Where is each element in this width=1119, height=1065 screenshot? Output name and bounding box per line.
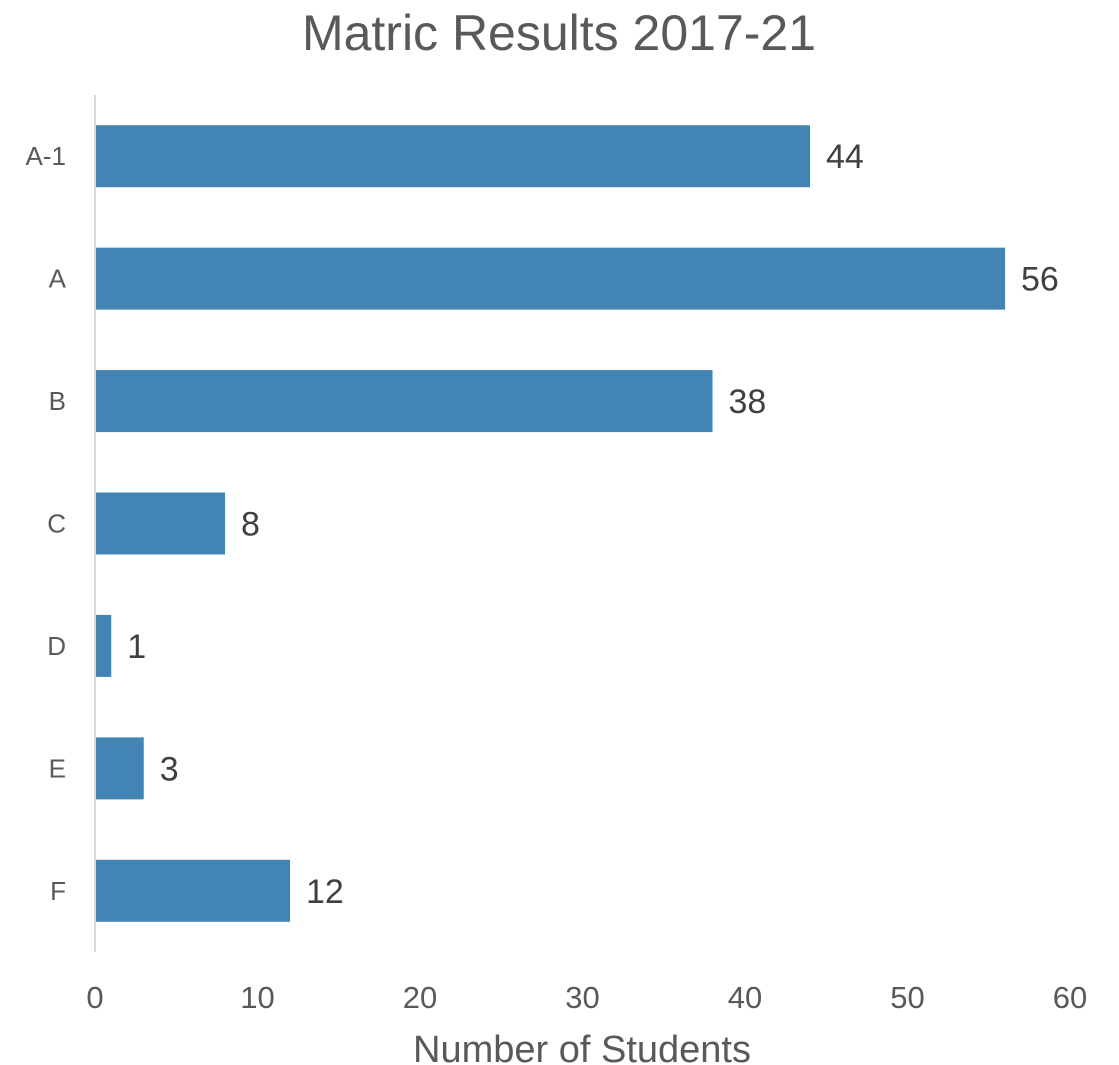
y-tick-labels-group: A-1 A B C D E F bbox=[26, 141, 67, 906]
x-tick-label-50: 50 bbox=[890, 980, 924, 1015]
data-labels-group: 44 56 38 8 1 3 12 bbox=[127, 138, 1059, 911]
bar-d bbox=[95, 614, 112, 677]
bars-group bbox=[95, 125, 1005, 922]
chart-title: Matric Results 2017-21 bbox=[302, 5, 816, 61]
x-tick-labels-group: 0 10 20 30 40 50 60 bbox=[86, 980, 1087, 1015]
y-tick-label-a-1: A-1 bbox=[26, 141, 66, 171]
y-tick-label-c: C bbox=[47, 509, 66, 539]
data-label-a-1: 44 bbox=[826, 138, 864, 176]
y-tick-label-d: D bbox=[47, 631, 66, 661]
y-tick-label-f: F bbox=[50, 876, 66, 906]
y-tick-label-e: E bbox=[49, 753, 66, 783]
bar-a bbox=[95, 247, 1005, 310]
y-tick-label-a: A bbox=[49, 264, 67, 294]
x-tick-label-40: 40 bbox=[728, 980, 762, 1015]
data-label-c: 8 bbox=[241, 506, 260, 544]
x-tick-label-20: 20 bbox=[403, 980, 437, 1015]
bar-c bbox=[95, 492, 225, 555]
data-label-d: 1 bbox=[127, 628, 146, 666]
x-tick-label-10: 10 bbox=[240, 980, 274, 1015]
x-axis-label: Number of Students bbox=[413, 1029, 751, 1065]
bar-a-1 bbox=[95, 125, 810, 188]
bar-f bbox=[95, 859, 290, 922]
data-label-f: 12 bbox=[306, 873, 344, 911]
x-tick-label-0: 0 bbox=[86, 980, 103, 1015]
y-tick-label-b: B bbox=[49, 386, 66, 416]
data-label-a: 56 bbox=[1021, 261, 1059, 299]
x-tick-label-60: 60 bbox=[1053, 980, 1087, 1015]
data-label-e: 3 bbox=[160, 750, 179, 788]
data-label-b: 38 bbox=[729, 383, 767, 421]
bar-b bbox=[95, 370, 713, 433]
bar-e bbox=[95, 737, 144, 800]
x-tick-label-30: 30 bbox=[565, 980, 599, 1015]
